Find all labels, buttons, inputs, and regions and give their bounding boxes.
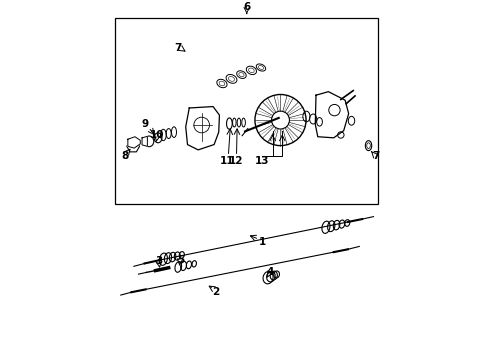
Text: 7: 7	[373, 151, 380, 161]
Text: 13: 13	[255, 156, 270, 166]
Text: 8: 8	[122, 150, 129, 161]
Text: 4: 4	[266, 267, 273, 276]
Text: 12: 12	[228, 156, 243, 166]
Text: 5: 5	[177, 255, 184, 265]
Polygon shape	[142, 136, 147, 146]
Text: 9: 9	[141, 119, 148, 129]
Text: 10: 10	[150, 130, 164, 140]
Text: 11: 11	[220, 156, 235, 166]
Text: 7: 7	[174, 43, 182, 53]
Text: 3: 3	[155, 256, 163, 266]
Polygon shape	[186, 107, 220, 150]
Polygon shape	[128, 137, 140, 148]
Text: 6: 6	[243, 2, 250, 12]
Text: 2: 2	[212, 287, 220, 297]
Bar	[116, 18, 378, 204]
Text: 1: 1	[258, 237, 266, 247]
